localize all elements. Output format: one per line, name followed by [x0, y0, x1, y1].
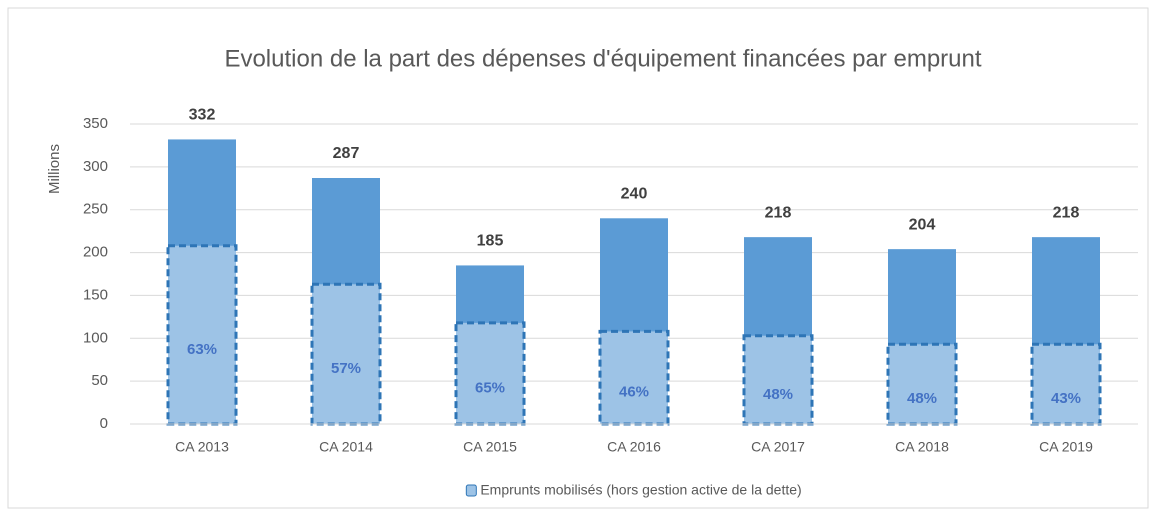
- bar: [1030, 342, 1102, 426]
- x-tick-label: CA 2016: [607, 439, 661, 455]
- x-tick-label: CA 2019: [1039, 439, 1093, 455]
- x-tick-label: CA 2013: [175, 439, 229, 455]
- y-tick-label: 300: [83, 158, 108, 175]
- bar: [310, 282, 382, 426]
- chart-title: Evolution de la part des dépenses d'équi…: [224, 45, 981, 72]
- y-tick-label: 150: [83, 286, 108, 303]
- bar: [598, 329, 670, 426]
- value-label: 185: [477, 233, 504, 250]
- x-tick-label: CA 2017: [751, 439, 805, 455]
- value-label: 287: [333, 145, 360, 162]
- value-label: 240: [621, 186, 648, 203]
- percent-label: 43%: [1051, 390, 1081, 407]
- bar: [742, 334, 814, 426]
- y-tick-label: 100: [83, 329, 108, 346]
- x-tick-label: CA 2014: [319, 439, 373, 455]
- percent-label: 65%: [475, 379, 505, 396]
- percent-label: 48%: [763, 386, 793, 403]
- y-tick-label: 200: [83, 244, 108, 261]
- y-axis-label: Millions: [46, 144, 63, 194]
- percent-label: 57%: [331, 360, 361, 377]
- percent-label: 48%: [907, 390, 937, 407]
- value-label: 332: [189, 107, 216, 124]
- y-tick-label: 350: [83, 115, 108, 132]
- y-tick-label: 50: [91, 372, 108, 389]
- value-label: 218: [765, 204, 792, 221]
- y-tick-label: 250: [83, 201, 108, 218]
- legend-label: Emprunts mobilisés (hors gestion active …: [480, 482, 801, 498]
- y-tick-label: 0: [100, 415, 108, 432]
- legend-swatch: [465, 484, 477, 497]
- bar: [454, 321, 526, 426]
- percent-label: 63%: [187, 341, 217, 358]
- x-tick-label: CA 2018: [895, 439, 949, 455]
- bar: [886, 342, 958, 426]
- percent-label: 46%: [619, 384, 649, 401]
- value-label: 218: [1053, 204, 1080, 221]
- x-tick-label: CA 2015: [463, 439, 517, 455]
- bar: [166, 244, 238, 426]
- value-label: 204: [909, 216, 936, 233]
